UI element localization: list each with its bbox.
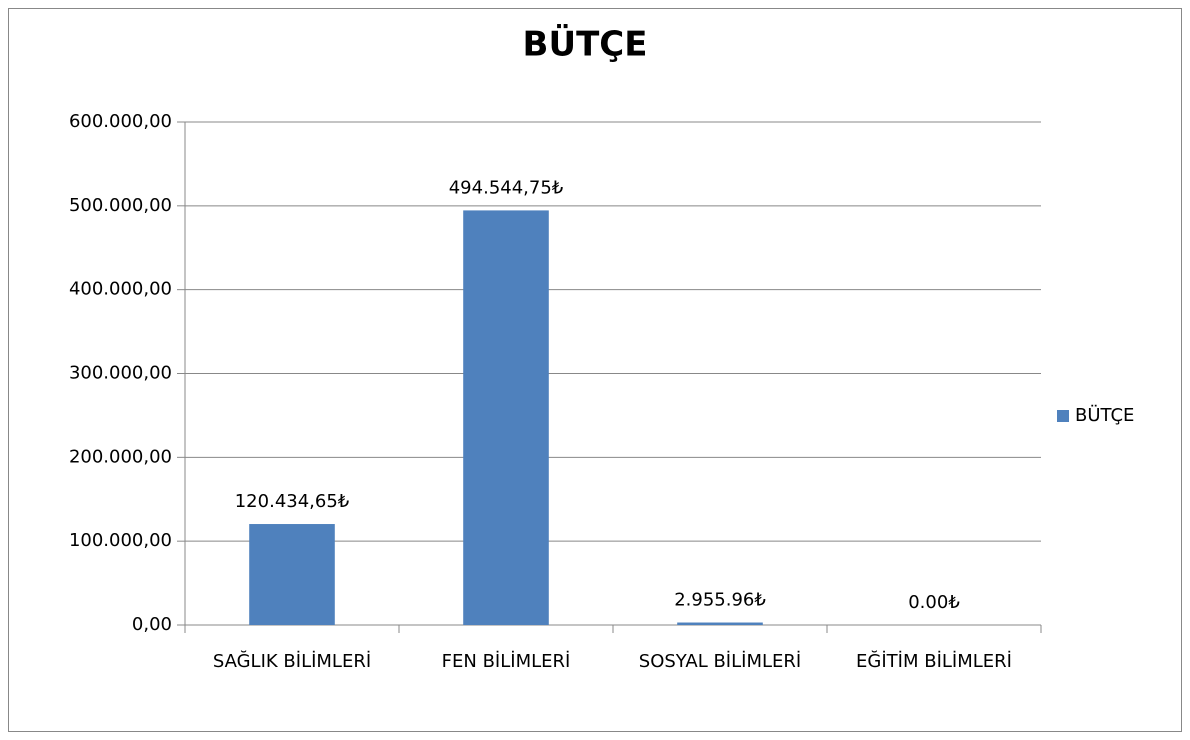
y-tick-label: 100.000,00 bbox=[69, 530, 172, 551]
x-tick-label: SAĞLIK BİLİMLERİ bbox=[213, 650, 371, 672]
data-label: 2.955.96₺ bbox=[674, 590, 766, 611]
data-label: 0.00₺ bbox=[908, 592, 960, 613]
legend-swatch bbox=[1057, 410, 1069, 422]
bar bbox=[677, 622, 763, 625]
x-tick-label: SOSYAL BİLİMLERİ bbox=[639, 651, 801, 672]
y-tick-label: 300.000,00 bbox=[69, 363, 172, 384]
y-tick-label: 500.000,00 bbox=[69, 195, 172, 216]
y-tick-label: 600.000,00 bbox=[69, 111, 172, 132]
x-tick-label: FEN BİLİMLERİ bbox=[442, 651, 571, 672]
y-tick-label: 0,00 bbox=[132, 614, 172, 635]
chart-title: BÜTÇE bbox=[523, 24, 648, 65]
data-label: 120.434,65₺ bbox=[235, 491, 350, 512]
legend-label: BÜTÇE bbox=[1075, 404, 1134, 426]
x-tick-label: EĞİTİM BİLİMLERİ bbox=[856, 650, 1012, 672]
y-tick-label: 400.000,00 bbox=[69, 279, 172, 300]
bar bbox=[249, 524, 335, 625]
y-tick-label: 200.000,00 bbox=[69, 446, 172, 467]
data-label: 494.544,75₺ bbox=[449, 177, 564, 198]
bar bbox=[463, 210, 549, 625]
chart-border bbox=[8, 8, 1182, 732]
